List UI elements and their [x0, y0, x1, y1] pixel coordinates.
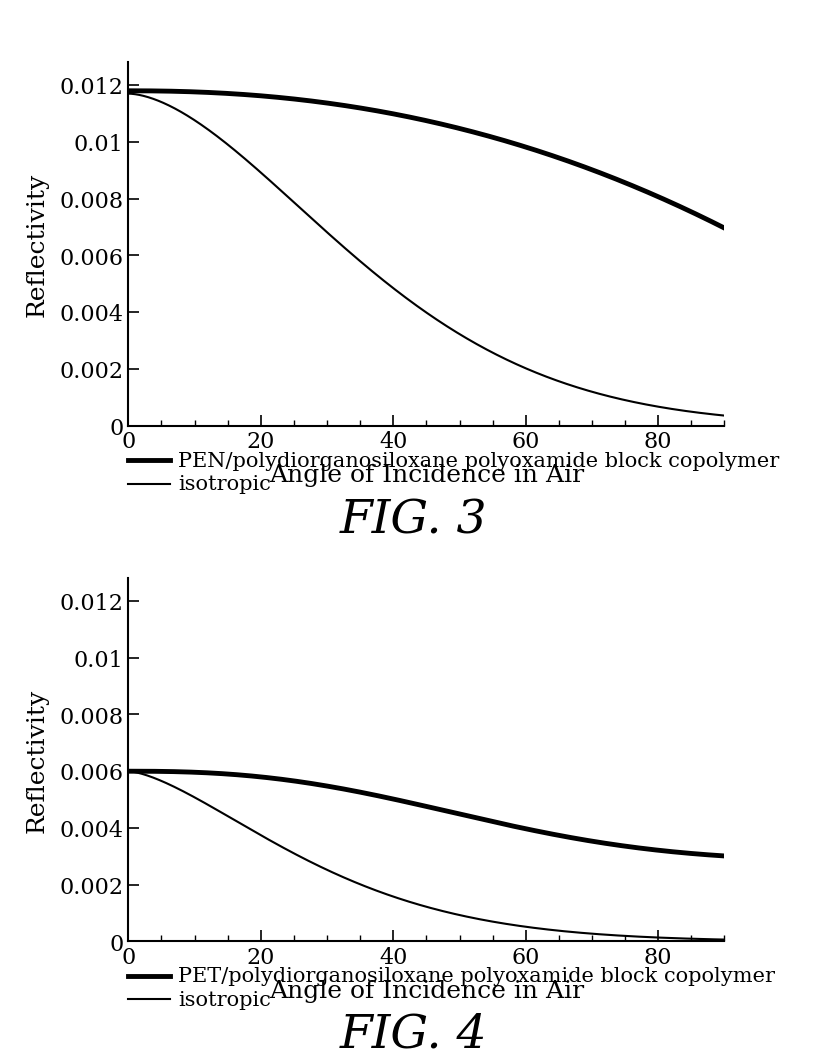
Y-axis label: Reflectivity: Reflectivity: [25, 173, 48, 317]
Text: PEN/polydiorganosiloxane polyoxamide block copolymer: PEN/polydiorganosiloxane polyoxamide blo…: [178, 451, 778, 470]
Text: FIG. 3: FIG. 3: [340, 499, 487, 543]
X-axis label: Angle of Incidence in Air: Angle of Incidence in Air: [269, 464, 583, 487]
Text: isotropic: isotropic: [178, 474, 270, 493]
Text: FIG. 4: FIG. 4: [340, 1012, 487, 1052]
Text: isotropic: isotropic: [178, 990, 270, 1009]
Y-axis label: Reflectivity: Reflectivity: [25, 688, 48, 832]
X-axis label: Angle of Incidence in Air: Angle of Incidence in Air: [269, 979, 583, 1003]
Text: PET/polydiorganosiloxane polyoxamide block copolymer: PET/polydiorganosiloxane polyoxamide blo…: [178, 967, 774, 986]
